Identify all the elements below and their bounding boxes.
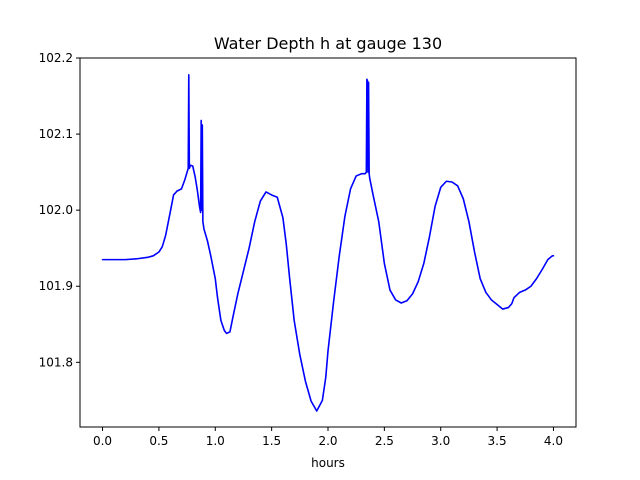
y-tick-label: 101.9: [39, 279, 73, 293]
x-tick-label: 0.5: [149, 434, 168, 448]
y-axis-ticks: 101.8 101.9 102.0 102.1 102.2: [39, 51, 80, 369]
x-axis-ticks: 0.0 0.5 1.0 1.5 2.0 2.5 3.0 3.5 4.0: [93, 427, 563, 448]
y-tick-label: 102.0: [39, 203, 73, 217]
x-tick-label: 4.0: [544, 434, 563, 448]
x-tick-label: 3.0: [431, 434, 450, 448]
x-tick-label: 0.0: [93, 434, 112, 448]
series-line-0: [101, 73, 555, 412]
plot-area: [101, 73, 555, 412]
y-tick-label: 101.8: [39, 355, 73, 369]
y-tick-label: 102.1: [39, 127, 73, 141]
x-tick-label: 1.0: [206, 434, 225, 448]
x-tick-label: 2.0: [318, 434, 337, 448]
x-tick-label: 1.5: [262, 434, 281, 448]
x-tick-label: 2.5: [375, 434, 394, 448]
y-tick-label: 102.2: [39, 51, 73, 65]
chart-title: Water Depth h at gauge 130: [214, 34, 442, 53]
x-axis-label: hours: [311, 456, 345, 470]
x-tick-label: 3.5: [488, 434, 507, 448]
